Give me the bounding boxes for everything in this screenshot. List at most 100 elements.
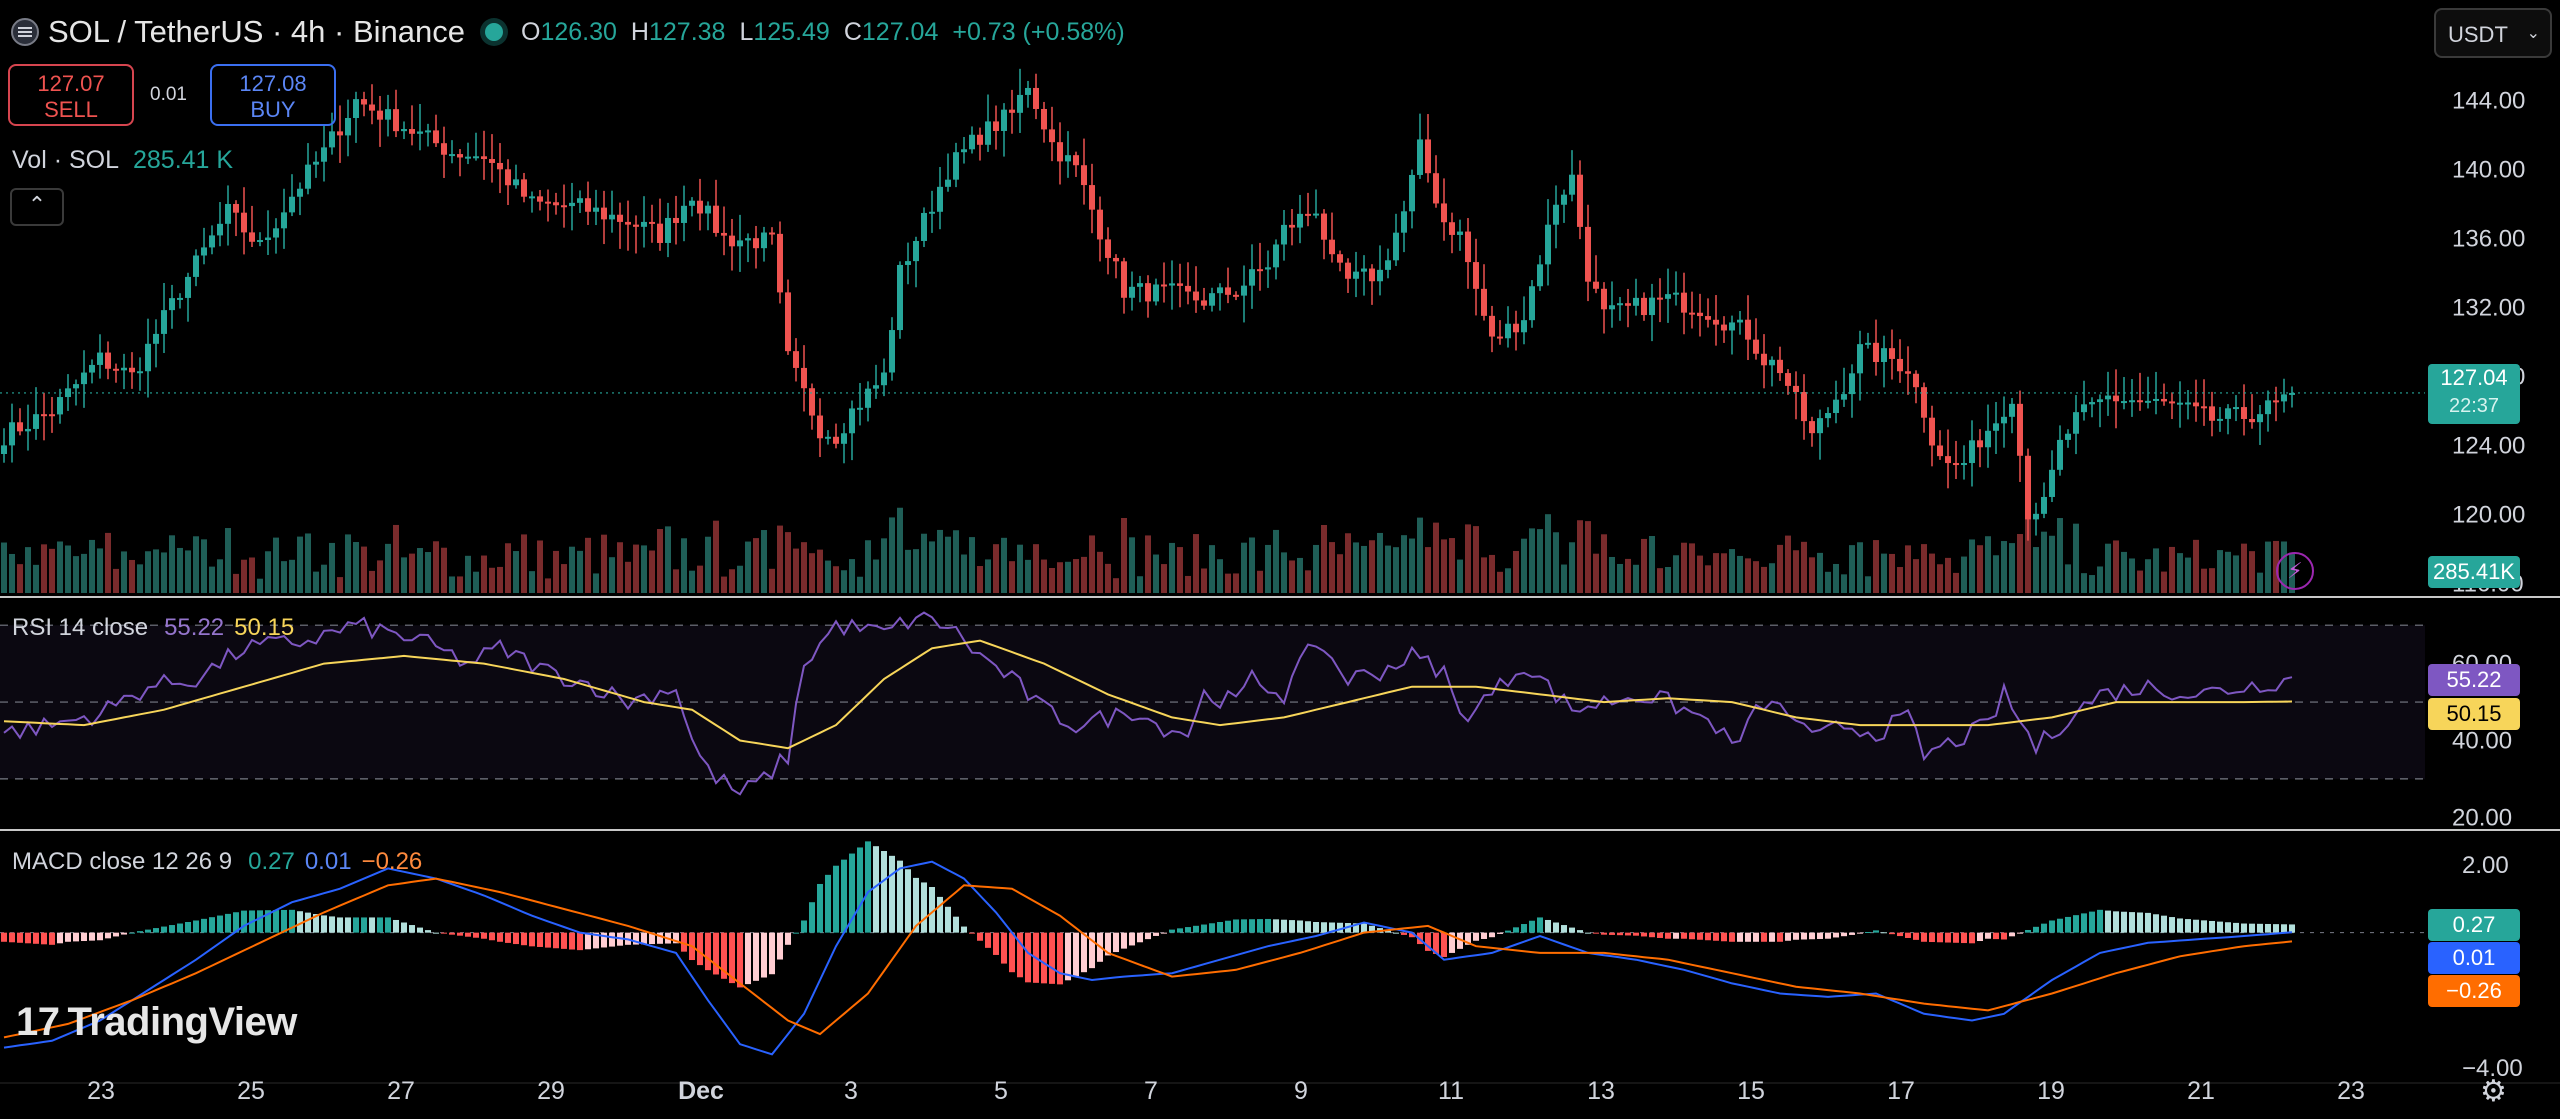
volume-bar — [201, 539, 207, 593]
volume-bar — [1625, 558, 1631, 593]
currency-select[interactable]: USDT ⌄ — [2434, 8, 2552, 58]
volume-bar — [305, 533, 311, 593]
candle-body — [177, 297, 183, 300]
volume-bar — [1945, 557, 1951, 593]
volume-bar — [1785, 535, 1791, 593]
volume-bar — [369, 570, 375, 593]
candle-body — [1233, 294, 1239, 297]
gear-icon[interactable]: ⚙ — [2480, 1075, 2507, 1108]
volume-bar — [2225, 551, 2231, 593]
candle-body — [881, 372, 887, 386]
volume-bar — [417, 548, 423, 593]
volume-bar — [1977, 545, 1983, 593]
macd-histogram-bar — [1833, 932, 1839, 938]
candle-body — [2193, 402, 2199, 407]
macd-histogram-bar — [657, 932, 663, 944]
macd-histogram-bar — [1873, 930, 1879, 933]
sell-button[interactable]: 127.07 SELL — [8, 64, 134, 126]
candle-body — [409, 129, 415, 134]
candle-body — [1817, 418, 1823, 434]
macd-histogram-bar — [473, 932, 479, 938]
candle-body — [905, 261, 911, 265]
candle-body — [2073, 412, 2079, 434]
volume-bar — [409, 553, 415, 593]
macd-histogram-bar — [393, 919, 399, 933]
volume-bar — [961, 554, 967, 593]
candle-body — [2065, 433, 2071, 440]
volume-bar — [1833, 563, 1839, 593]
macd-histogram-bar — [2009, 932, 2015, 937]
volume-bar — [1905, 545, 1911, 593]
volume-bar — [1193, 534, 1199, 593]
volume-bar — [321, 564, 327, 593]
candle-body — [785, 292, 791, 352]
macd-histogram-bar — [1561, 925, 1567, 933]
macd-histogram-bar — [2017, 932, 2023, 934]
volume-bar — [433, 541, 439, 593]
candle-body — [1121, 261, 1127, 298]
macd-histogram-bar — [1953, 932, 1959, 943]
buy-button[interactable]: 127.08 BUY — [210, 64, 336, 126]
macd-histogram-bar — [1289, 920, 1295, 933]
candle-body — [617, 214, 623, 222]
candle-body — [1489, 315, 1495, 337]
macd-histogram-bar — [1145, 932, 1151, 940]
candle-body — [1441, 203, 1447, 223]
candle-body — [1297, 213, 1303, 228]
volume-bar — [929, 541, 935, 593]
macd-histogram-bar — [601, 932, 607, 948]
macd-histogram-bar — [873, 846, 879, 933]
macd-histogram-bar — [289, 909, 295, 933]
tradingview-logo[interactable]: 17 TradingView — [16, 1000, 297, 1045]
macd-histogram-bar — [1241, 919, 1247, 933]
candle-body — [1329, 239, 1335, 255]
candle-body — [601, 207, 607, 220]
macd-histogram-bar — [673, 932, 679, 944]
volume-bar — [529, 571, 535, 593]
macd-histogram-bar — [1537, 917, 1543, 933]
macd-histogram-bar — [2033, 926, 2039, 933]
candle-body — [897, 264, 903, 331]
macd-histogram-bar — [1009, 932, 1015, 973]
volume-bar — [1041, 559, 1047, 593]
macd-histogram-bar — [57, 932, 63, 944]
candle-body — [2201, 406, 2207, 409]
candle-body — [2001, 416, 2007, 424]
volume-bar — [257, 578, 263, 593]
candle-body — [1017, 94, 1023, 113]
volume-legend: Vol · SOL 285.41 K — [12, 146, 233, 175]
macd-histogram-bar — [1705, 932, 1711, 941]
macd-histogram-bar — [1889, 932, 1895, 935]
volume-bar — [1225, 573, 1231, 593]
candle-body — [1033, 87, 1039, 109]
lightning-icon[interactable]: ⚡ — [2276, 552, 2314, 590]
macd-histogram-bar — [1985, 932, 1991, 939]
volume-bar — [1993, 555, 1999, 593]
volume-bar — [1777, 544, 1783, 593]
candle-body — [1545, 224, 1551, 265]
macd-histogram-bar — [993, 932, 999, 955]
candle-body — [633, 224, 639, 227]
symbol-title[interactable]: SOL / TetherUS · 4h · Binance — [48, 14, 465, 49]
macd-histogram-bar — [585, 932, 591, 950]
menu-icon[interactable] — [10, 17, 40, 47]
candle-body — [41, 414, 47, 417]
candle-body — [857, 407, 863, 410]
volume-bar — [2257, 572, 2263, 593]
volume-bar — [825, 560, 831, 593]
candle-body — [281, 212, 287, 229]
macd-histogram-bar — [17, 932, 23, 943]
volume-bar — [209, 566, 215, 593]
macd-histogram-bar — [529, 932, 535, 947]
candle-body — [977, 134, 983, 145]
candle-body — [1289, 224, 1295, 228]
macd-histogram-bar — [1513, 927, 1519, 933]
volume-bar — [1737, 555, 1743, 593]
volume-bar — [441, 547, 447, 593]
chevron-up-icon[interactable]: ⌃ — [10, 188, 64, 226]
volume-bar — [1601, 534, 1607, 593]
volume-bar — [681, 538, 687, 593]
volume-bar — [753, 538, 759, 593]
volume-bar — [1617, 563, 1623, 593]
